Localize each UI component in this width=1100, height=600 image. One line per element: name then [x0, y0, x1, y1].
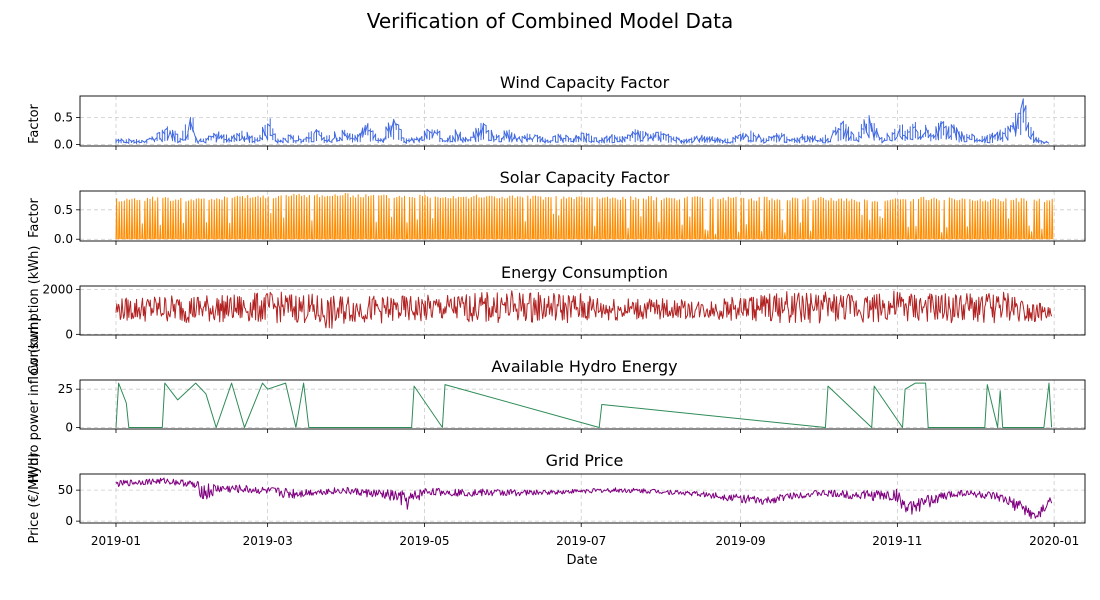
y-tick-label: 0.5 [54, 111, 73, 125]
series-line-1 [115, 98, 1050, 145]
y-tick-label: 0.5 [54, 203, 73, 217]
x-tick-label: 2019-07 [556, 534, 606, 548]
y-axis-label: Factor [27, 103, 42, 143]
y-tick-label: 0.0 [54, 232, 73, 246]
x-axis-label: Date [566, 553, 597, 568]
y-axis-label: Price (€/MWh) [27, 453, 42, 544]
series-line-2 [115, 192, 1054, 240]
subplot-title: Grid Price [546, 451, 624, 470]
x-tick-label: 2019-03 [243, 534, 293, 548]
y-tick-label: 0 [65, 420, 73, 434]
y-axis-label: Factor [27, 197, 42, 237]
x-tick-label: 2019-11 [872, 534, 922, 548]
y-axis-label: Consumption (kWh) [27, 246, 42, 375]
y-tick-label: 0 [65, 514, 73, 528]
subplot-title: Available Hydro Energy [491, 357, 677, 376]
figure-title: Verification of Combined Model Data [367, 9, 734, 33]
subplot-title: Wind Capacity Factor [500, 73, 670, 92]
series-line-3 [115, 290, 1053, 329]
axes-frame [79, 190, 1086, 242]
axes-frame [79, 379, 1086, 430]
y-tick-label: 25 [58, 382, 73, 396]
subplot-4: 0 25 Available Hydro Energy Hydro power inf… [27, 317, 1086, 483]
axes-frame [79, 285, 1086, 336]
series-line-4 [115, 382, 1053, 428]
x-tick-labels: 2019-01 2019-03 2019-05 2019-07 2019-09 2019-… [91, 534, 1079, 548]
y-tick-label: 0.0 [54, 137, 73, 151]
subplot-2: 0.0 0.5 Solar Capacity Factor Factor [27, 168, 1086, 246]
y-tick-label: 2000 [42, 282, 73, 296]
subplot-5: 0 50 Grid Price Price (€/MWh) [27, 451, 1086, 544]
subplot-title: Energy Consumption [501, 263, 668, 282]
subplot-title: Solar Capacity Factor [500, 168, 670, 187]
y-axis-label: Hydro power inflow (kwh) [27, 317, 42, 483]
y-tick-label: 0 [65, 327, 73, 341]
subplot-1: 0.0 0.5 Wind Capacity Factor Factor [27, 73, 1086, 151]
axes-frame [79, 95, 1086, 147]
x-tick-label: 2019-09 [716, 534, 766, 548]
x-tick-label: 2020-01 [1029, 534, 1079, 548]
series-line-5 [115, 477, 1053, 520]
axes-frame [79, 473, 1086, 524]
subplots: 0.0 0.5 Wind Capacity Factor Factor 0.0 0.5 So… [27, 73, 1086, 548]
subplot-3: 0 2000 Energy Consumption Consumption (kWh) [27, 246, 1086, 375]
y-tick-label: 50 [58, 483, 73, 497]
x-tick-label: 2019-05 [399, 534, 449, 548]
x-tick-label: 2019-01 [91, 534, 141, 548]
